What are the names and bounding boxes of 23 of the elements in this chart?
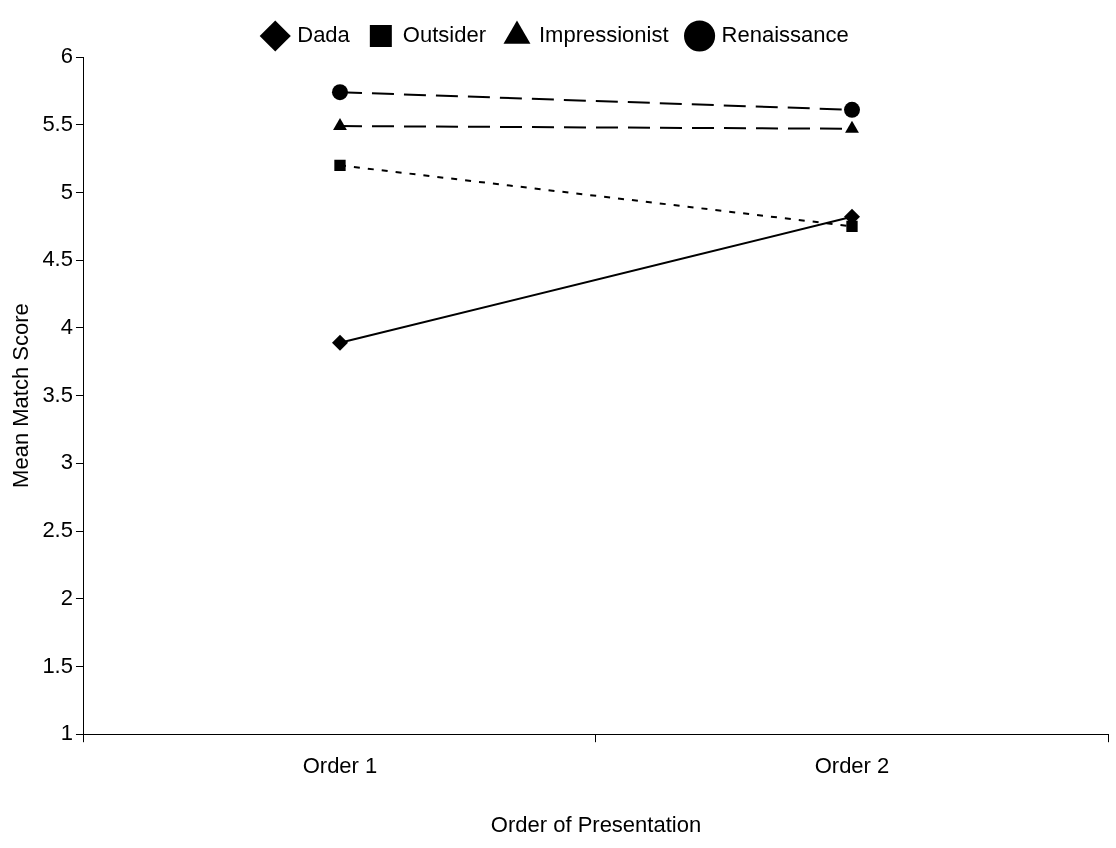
y-tick-label: 5: [60, 178, 73, 204]
x-tick-label: Order 1: [302, 753, 378, 779]
y-tick-label: 1: [60, 720, 73, 746]
point: [331, 334, 348, 351]
point: [331, 84, 348, 101]
y-tick-label: 4: [60, 313, 73, 339]
legend-label: Renaissance: [721, 22, 849, 48]
y-tick-label: 2: [60, 584, 73, 610]
legend-label: Impressionist: [538, 22, 669, 48]
y-tick-label: 6: [60, 43, 73, 69]
y-tick-label: 5.5: [42, 110, 73, 136]
y-tick-label: 4.5: [42, 246, 73, 272]
point: [334, 159, 346, 172]
y-tick-label: 3: [60, 449, 73, 475]
y-tick-label: 2.5: [42, 517, 73, 543]
legend-label: Outsider: [402, 22, 486, 48]
y-tick-label: 3.5: [42, 381, 73, 407]
y-tick-label: 1.5: [42, 652, 73, 678]
legend-label: Dada: [297, 22, 351, 48]
y-axis-title: Mean Match Score: [8, 303, 34, 488]
x-tick-label: Order 2: [814, 753, 890, 779]
point: [844, 101, 860, 118]
x-axis-title: Order of Presentation: [490, 811, 702, 837]
